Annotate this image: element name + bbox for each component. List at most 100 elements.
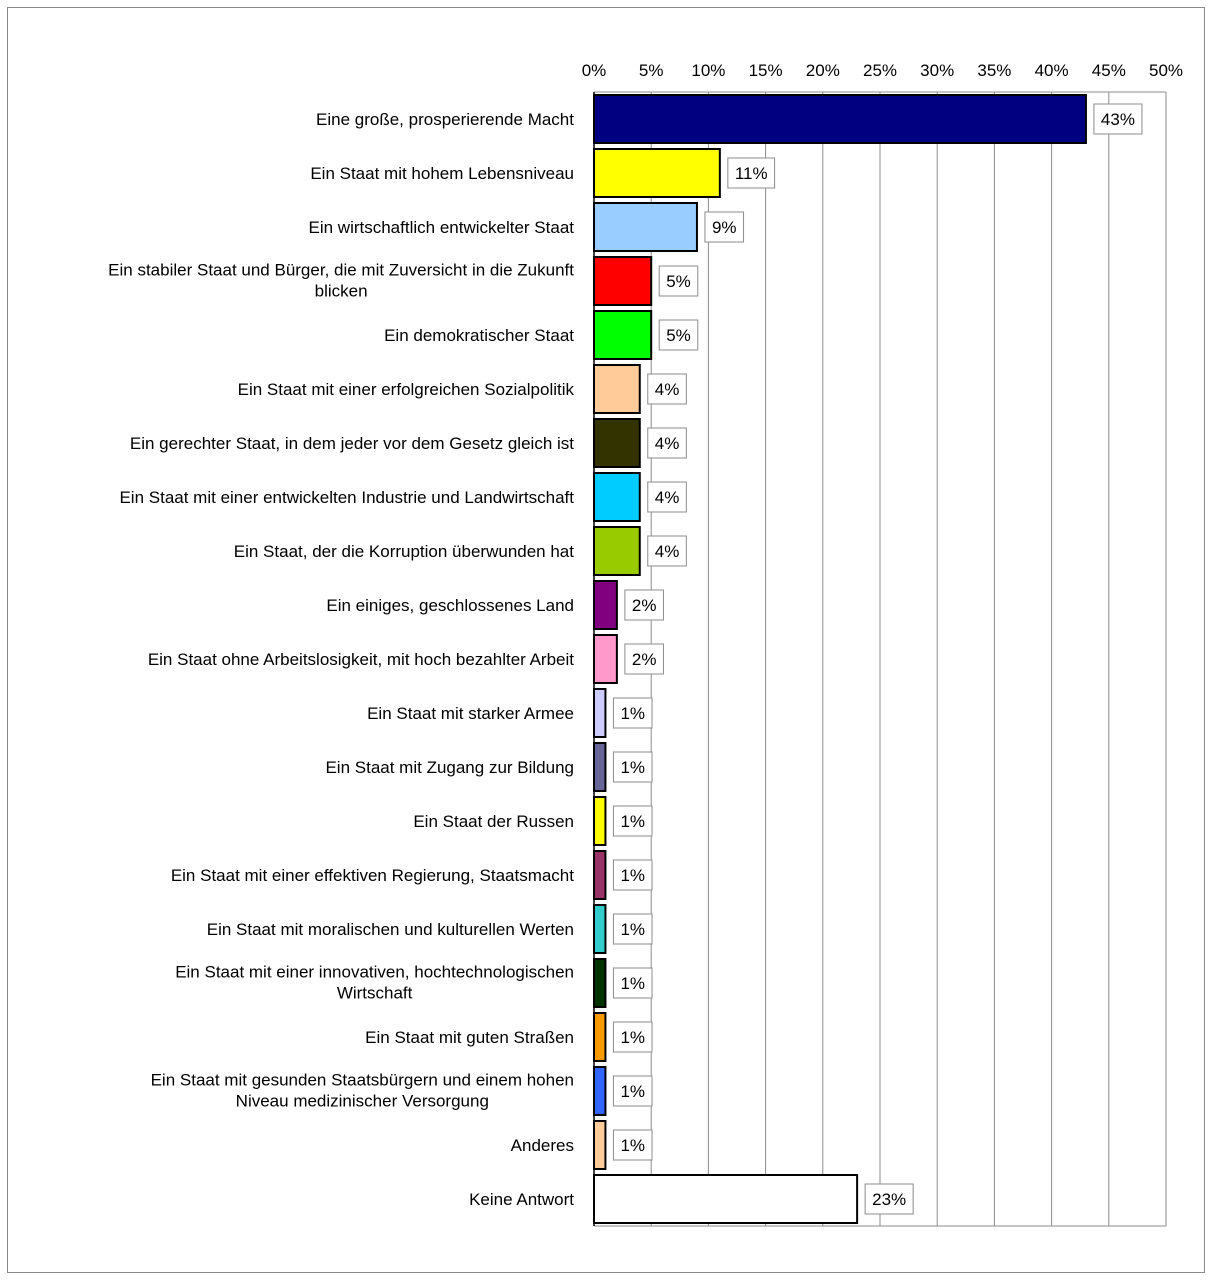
data-label-box	[624, 643, 664, 675]
category-label: Ein einiges, geschlossenes Land	[326, 596, 574, 615]
data-label-box	[624, 589, 664, 621]
data-label-box	[704, 211, 745, 243]
data-label-box	[612, 697, 653, 729]
bar	[593, 904, 607, 954]
data-label-box	[864, 1183, 914, 1215]
category-label: Ein Staat mit starker Armee	[367, 704, 574, 723]
data-label-box	[612, 751, 653, 783]
category-label: Ein Staat ohne Arbeitslosigkeit, mit hoc…	[148, 650, 574, 669]
x-tick-label: 45%	[1092, 61, 1126, 80]
data-label-box	[612, 805, 653, 837]
data-label: 5%	[666, 272, 691, 291]
bar	[593, 580, 618, 630]
data-label: 43%	[1101, 110, 1135, 129]
data-label: 1%	[620, 704, 645, 723]
x-axis-ticks: 0% 5% 10% 15% 20% 25% 30% 35% 40% 45% 50%	[582, 61, 1183, 80]
bar	[593, 742, 607, 792]
data-label-box	[612, 859, 653, 891]
data-label: 11%	[735, 164, 768, 183]
bar	[593, 1174, 859, 1224]
data-label: 4%	[655, 542, 680, 561]
x-tick-label: 40%	[1035, 61, 1069, 80]
data-label: 1%	[620, 812, 645, 831]
category-label: Ein Staat, der die Korruption überwunden…	[234, 542, 575, 561]
category-label-line2: blicken	[315, 282, 368, 301]
data-label-box	[647, 535, 687, 567]
data-label-box	[612, 967, 653, 999]
data-label: 1%	[620, 1028, 645, 1047]
category-label: Ein Staat mit einer innovativen, hochtec…	[175, 963, 574, 982]
x-tick-label: 50%	[1149, 61, 1183, 80]
category-label: Ein demokratischer Staat	[384, 326, 574, 345]
data-label-box	[612, 1129, 653, 1161]
data-label-box	[647, 427, 687, 459]
data-label: 2%	[632, 596, 657, 615]
bar	[593, 364, 641, 414]
bar	[593, 1066, 607, 1116]
bar	[593, 148, 721, 198]
bar	[593, 94, 1087, 144]
data-label: 4%	[655, 434, 680, 453]
category-label: Anderes	[511, 1136, 574, 1155]
data-label: 23%	[872, 1190, 906, 1209]
bar	[593, 1012, 607, 1062]
x-tick-label: 5%	[639, 61, 664, 80]
category-label: Ein wirtschaftlich entwickelter Staat	[309, 218, 575, 237]
x-tick-label: 0%	[582, 61, 607, 80]
bar	[593, 202, 698, 252]
data-label-box	[612, 1021, 653, 1053]
data-label: 2%	[632, 650, 657, 669]
category-label: Ein Staat mit moralischen und kulturelle…	[207, 920, 574, 939]
bar	[593, 472, 641, 522]
category-label: Ein Staat der Russen	[413, 812, 574, 831]
data-label-box	[612, 913, 653, 945]
category-label: Ein gerechter Staat, in dem jeder vor de…	[130, 434, 574, 453]
bar	[593, 688, 607, 738]
x-tick-label: 25%	[863, 61, 897, 80]
x-tick-label: 30%	[920, 61, 954, 80]
category-label: Ein Staat mit guten Straßen	[365, 1028, 574, 1047]
category-label: Ein stabiler Staat und Bürger, die mit Z…	[108, 261, 574, 280]
category-label: Ein Staat mit Zugang zur Bildung	[325, 758, 574, 777]
data-label: 9%	[712, 218, 737, 237]
data-label-box	[612, 1075, 653, 1107]
data-label-box	[647, 481, 687, 513]
bar	[593, 256, 653, 306]
chart-frame	[7, 7, 1205, 1273]
x-tick-label: 35%	[977, 61, 1011, 80]
data-label: 1%	[620, 758, 645, 777]
data-label: 1%	[620, 1082, 645, 1101]
category-label: Ein Staat mit hohem Lebensniveau	[310, 164, 574, 183]
data-labels: 43% 11% 9% 5% 5% 4% 4% 4% 4% 2% 2% 1% 1% 1% 1% 1% 1% 1% 1%…	[612, 103, 1143, 1215]
data-label: 1%	[620, 974, 645, 993]
bar	[593, 796, 607, 846]
x-tick-label: 10%	[691, 61, 725, 80]
bar	[593, 850, 607, 900]
bar	[593, 418, 641, 468]
category-labels: Eine große, prosperierende Macht Ein Staa…	[108, 110, 574, 1209]
category-label: Keine Antwort	[469, 1190, 574, 1209]
bar	[593, 958, 607, 1008]
data-label-box	[658, 265, 699, 297]
data-label-box	[1093, 103, 1143, 135]
category-label: Ein Staat mit einer effektiven Regierung…	[171, 866, 574, 885]
bar	[593, 1120, 607, 1170]
category-label: Ein Staat mit gesunden Staatsbürgern und…	[151, 1071, 574, 1090]
gridlines	[593, 91, 1167, 1227]
category-label: Ein Staat mit einer entwickelten Industr…	[119, 488, 574, 507]
bar	[593, 526, 641, 576]
category-label: Ein Staat mit einer erfolgreichen Sozial…	[238, 380, 575, 399]
data-label: 4%	[655, 488, 680, 507]
data-label: 5%	[666, 326, 691, 345]
bar	[593, 310, 653, 360]
bar	[593, 634, 618, 684]
data-label: 4%	[655, 380, 680, 399]
category-label-line2: Wirtschaft	[337, 984, 413, 1003]
data-label: 1%	[620, 920, 645, 939]
data-label: 1%	[620, 1136, 645, 1155]
bars	[593, 94, 1087, 1224]
data-label-box	[658, 319, 699, 351]
data-label-box	[727, 157, 776, 189]
data-label: 1%	[620, 866, 645, 885]
